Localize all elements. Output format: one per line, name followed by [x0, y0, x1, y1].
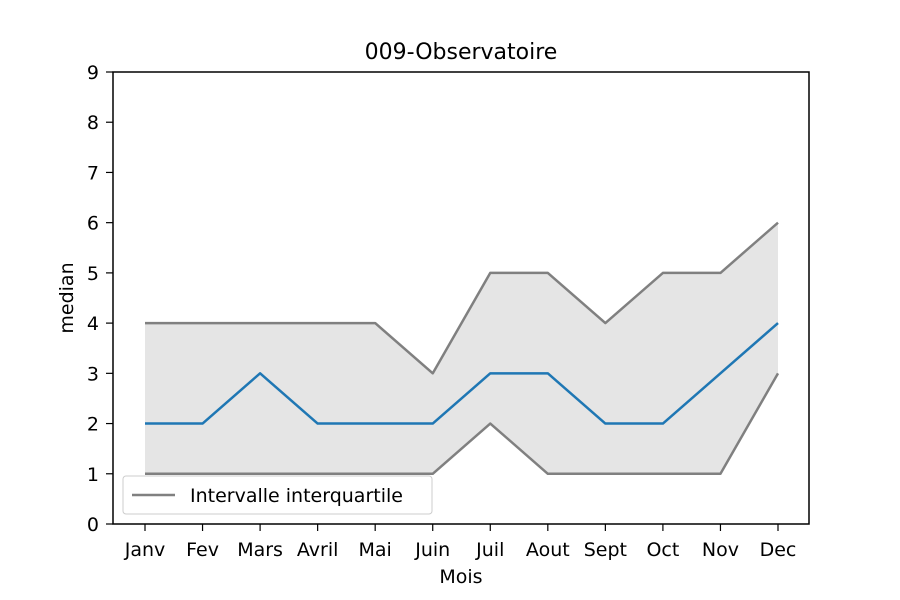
y-tick-label: 9 [87, 62, 99, 84]
y-tick-label: 3 [87, 363, 99, 385]
y-tick-label: 1 [87, 464, 99, 486]
series-layer [145, 221, 780, 476]
x-tick-label: Mai [359, 539, 392, 561]
y-tick-label: 4 [87, 313, 99, 335]
x-tick-label: Mars [237, 539, 283, 561]
x-tick-label: Dec [760, 539, 797, 561]
x-tick-label: Avril [297, 539, 339, 561]
x-tick-label: Nov [702, 539, 739, 561]
y-tick-label: 0 [87, 514, 99, 536]
legend: Intervalle interquartile [122, 475, 433, 515]
legend-box [122, 475, 433, 515]
series-line-lower-quartile [145, 372, 780, 476]
y-tick-label: 2 [87, 414, 99, 436]
series-line-upper-quartile [145, 221, 779, 375]
x-tick-label: Juil [475, 539, 504, 561]
x-axis: Janv Fev Mars Avril Mai Juin Juil Aout Sept Oct No… [124, 524, 797, 561]
axes-frame [112, 71, 810, 525]
chart-title: 009-Observatoire [365, 40, 558, 65]
y-axis-label: median [56, 262, 78, 333]
y-tick-label: 5 [87, 263, 99, 285]
x-tick-label: Sept [584, 539, 627, 561]
legend-label: Intervalle interquartile [190, 485, 403, 507]
x-axis-label: Mois [439, 566, 482, 588]
x-tick-label: Oct [646, 539, 679, 561]
y-tick-label: 8 [87, 112, 99, 134]
y-axis: 0 1 2 3 4 5 6 7 8 9 [87, 62, 113, 536]
plot-area [145, 221, 780, 476]
x-tick-label: Aout [526, 539, 570, 561]
x-tick-label: Juin [414, 539, 450, 561]
series-line-median [145, 322, 779, 425]
x-tick-label: Janv [124, 539, 166, 561]
y-tick-label: 7 [87, 162, 99, 184]
y-tick-label: 6 [87, 213, 99, 235]
x-tick-label: Fev [186, 539, 219, 561]
